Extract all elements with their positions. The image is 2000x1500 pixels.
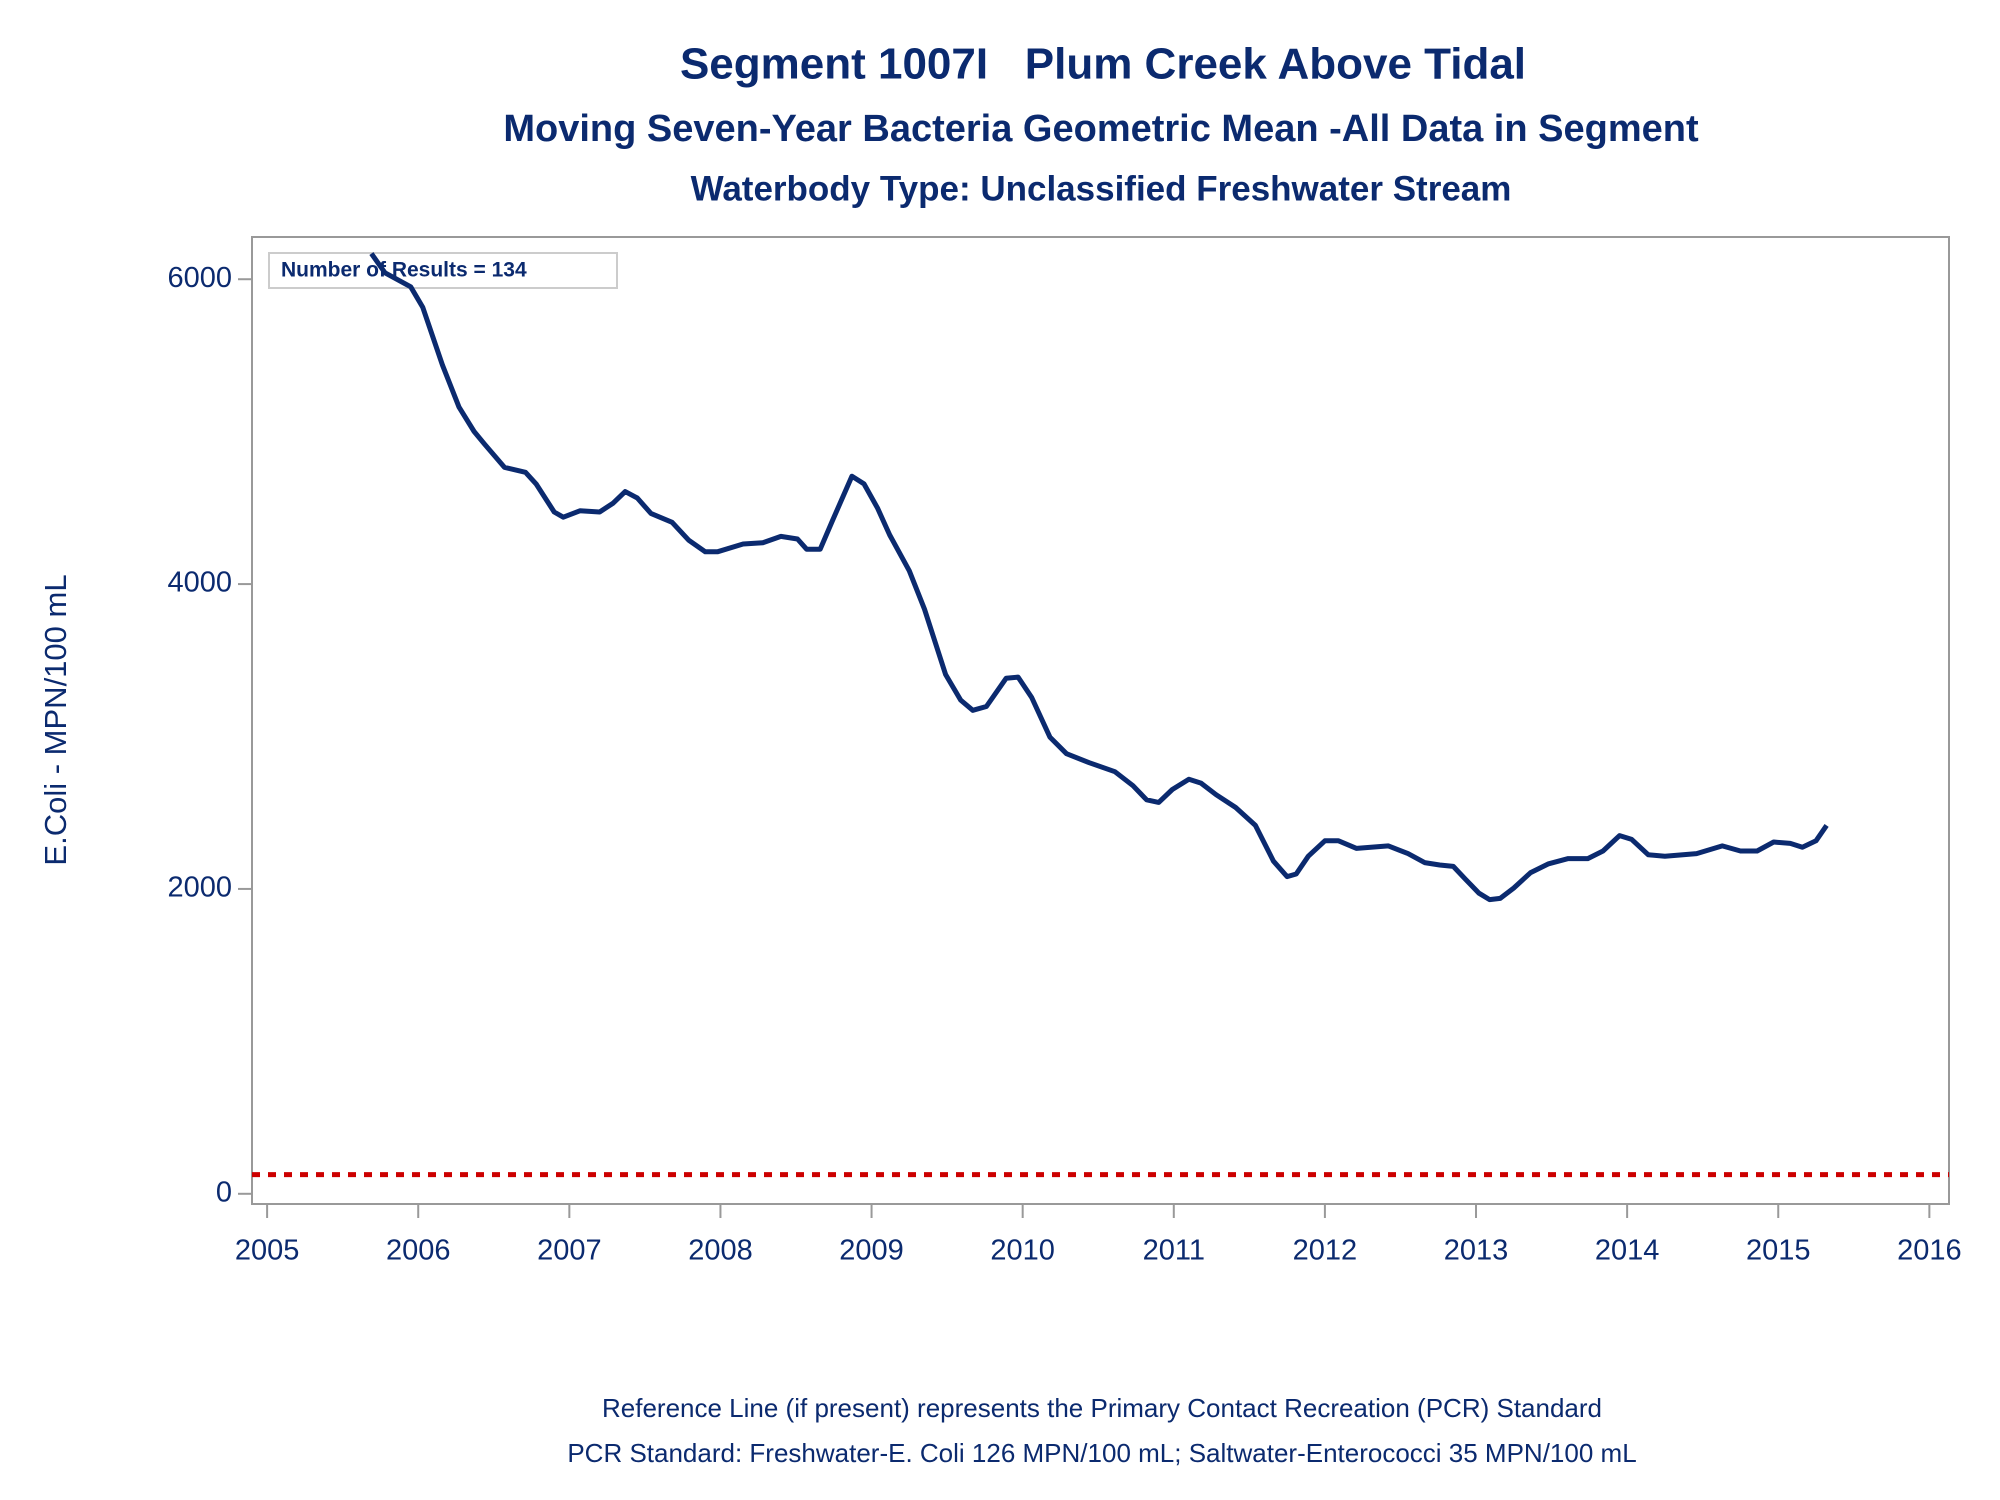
x-tick-label: 2014 (1595, 1235, 1660, 1267)
y-tick-label: 4000 (167, 567, 232, 599)
x-tick-label: 2008 (688, 1235, 753, 1267)
x-tick-label: 2009 (839, 1235, 904, 1267)
data-line (369, 252, 1829, 903)
y-tick-label: 0 (216, 1176, 232, 1208)
chart-title: Segment 1007I Plum Creek Above Tidal (680, 40, 1526, 89)
x-tick-label: 2010 (990, 1235, 1055, 1267)
chart-subtitle: Waterbody Type: Unclassified Freshwater … (691, 169, 1512, 208)
x-tick-label: 2011 (1143, 1235, 1205, 1267)
chart-subtitle: Moving Seven-Year Bacteria Geometric Mea… (503, 108, 1699, 150)
x-tick-label: 2016 (1897, 1235, 1962, 1267)
x-tick-label: 2013 (1444, 1235, 1509, 1267)
annotation: Number of Results = 134 (281, 259, 527, 282)
plot-frame (251, 236, 1950, 1205)
y-axis-label: E.Coli - MPN/100 mL (38, 574, 73, 865)
annotation-box (268, 252, 618, 289)
x-tick-label: 2006 (386, 1235, 451, 1267)
footnote: PCR Standard: Freshwater-E. Coli 126 MPN… (567, 1438, 1636, 1468)
x-tick-label: 2015 (1746, 1235, 1811, 1267)
y-tick-label: 6000 (167, 262, 232, 294)
x-tick-label: 2007 (537, 1235, 602, 1267)
x-tick-label: 2005 (235, 1235, 300, 1267)
footnote: Reference Line (if present) represents t… (602, 1393, 1602, 1423)
x-tick-label: 2012 (1293, 1235, 1358, 1267)
y-tick-label: 2000 (167, 872, 232, 904)
